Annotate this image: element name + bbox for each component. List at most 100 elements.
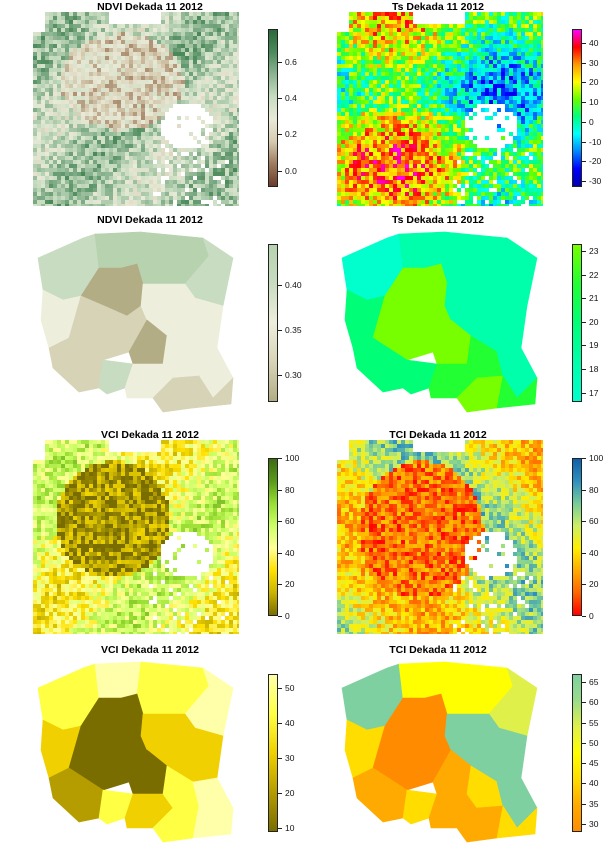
raster-cell	[389, 192, 393, 196]
raster-cell	[337, 108, 341, 112]
raster-cell	[517, 140, 521, 144]
raster-cell	[209, 100, 213, 104]
raster-cell	[109, 124, 113, 128]
region-polygon	[496, 375, 538, 409]
raster-cell	[473, 164, 477, 168]
raster-cell	[33, 200, 37, 204]
raster-cell	[229, 168, 233, 172]
raster-cell	[233, 184, 237, 188]
raster-cell	[225, 96, 229, 100]
raster-cell	[341, 176, 345, 180]
raster-cell	[73, 112, 77, 116]
raster-cell	[461, 156, 465, 160]
raster-cell	[205, 104, 209, 108]
raster-cell	[533, 200, 537, 204]
raster-cell	[97, 176, 101, 180]
raster-cell	[77, 112, 81, 116]
raster-cell	[149, 196, 153, 200]
raster-cell	[45, 460, 49, 464]
raster-cell	[349, 64, 353, 68]
raster-cell	[541, 16, 543, 20]
raster-cell	[133, 64, 137, 68]
raster-cell	[521, 16, 525, 20]
raster-cell	[509, 96, 513, 100]
raster-cell	[393, 172, 397, 176]
raster-cell	[469, 80, 473, 84]
raster-cell	[185, 84, 189, 88]
raster-cell	[429, 44, 433, 48]
raster-cell	[497, 24, 501, 28]
raster-cell	[153, 108, 157, 112]
raster-cell	[141, 108, 145, 112]
raster-cell	[201, 448, 205, 452]
raster-cell	[541, 60, 543, 64]
raster-cell	[137, 184, 141, 188]
raster-cell	[205, 124, 209, 128]
raster-cell	[393, 12, 397, 16]
raster-cell	[89, 96, 93, 100]
raster-cell	[165, 56, 169, 60]
raster-cell	[353, 88, 357, 92]
raster-cell	[401, 48, 405, 52]
raster-cell	[93, 112, 97, 116]
raster-cell	[465, 136, 469, 140]
raster-cell	[229, 108, 233, 112]
raster-cell	[121, 88, 125, 92]
raster-cell	[437, 44, 441, 48]
raster-cell	[189, 192, 193, 196]
raster-cell	[353, 108, 357, 112]
raster-cell	[209, 140, 213, 144]
raster-cell	[41, 48, 45, 52]
raster-cell	[125, 68, 129, 72]
raster-cell	[49, 56, 53, 60]
raster-cell	[153, 128, 157, 132]
raster-cell	[485, 184, 489, 188]
raster-cell	[385, 60, 389, 64]
raster-cell	[373, 72, 377, 76]
raster-cell	[437, 136, 441, 140]
raster-cell	[65, 192, 69, 196]
raster-cell	[85, 76, 89, 80]
raster-cell	[97, 448, 101, 452]
raster-cell	[509, 168, 513, 172]
raster-cell	[189, 72, 193, 76]
raster-cell	[109, 44, 113, 48]
raster-cell	[409, 80, 413, 84]
raster-cell	[125, 64, 129, 68]
raster-cell	[377, 20, 381, 24]
raster-cell	[349, 60, 353, 64]
raster-cell	[405, 24, 409, 28]
raster-cell	[465, 40, 469, 44]
raster-cell	[377, 104, 381, 108]
raster-cell	[89, 108, 93, 112]
raster-cell	[157, 96, 161, 100]
raster-cell	[153, 168, 157, 172]
raster-cell	[385, 24, 389, 28]
raster-cell	[233, 116, 237, 120]
raster-cell	[109, 160, 113, 164]
raster-cell	[517, 168, 521, 172]
raster-cell	[65, 196, 69, 200]
raster-cell	[357, 44, 361, 48]
raster-cell	[101, 96, 105, 100]
raster-cell	[421, 24, 425, 28]
raster-cell	[373, 28, 377, 32]
raster-cell	[33, 52, 37, 56]
raster-cell	[437, 48, 441, 52]
raster-cell	[177, 100, 181, 104]
raster-cell	[85, 140, 89, 144]
raster-cell	[225, 172, 229, 176]
raster-cell	[33, 124, 37, 128]
raster-cell	[445, 80, 449, 84]
raster-cell	[473, 112, 477, 116]
raster-cell	[413, 168, 417, 172]
raster-cell	[393, 116, 397, 120]
raster-cell	[33, 48, 37, 52]
raster-cell	[493, 200, 497, 204]
raster-cell	[121, 28, 125, 32]
raster-cell	[201, 16, 205, 20]
raster-cell	[221, 24, 225, 28]
raster-cell	[41, 40, 45, 44]
raster-cell	[57, 84, 61, 88]
raster-cell	[61, 156, 65, 160]
